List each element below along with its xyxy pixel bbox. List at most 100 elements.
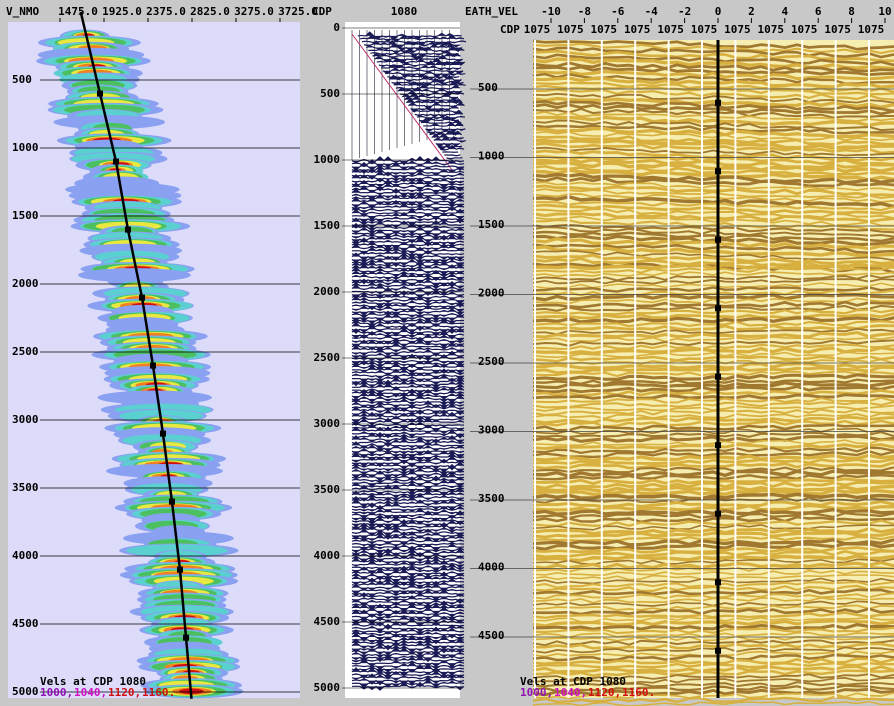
y-tick-label: 2000 xyxy=(478,287,505,300)
gather-wiggle xyxy=(351,603,465,612)
gather-wiggle xyxy=(380,64,462,71)
gather-cdp: 1080 xyxy=(391,5,418,18)
cdp-list-item: 1000, xyxy=(520,686,553,699)
y-tick-label: 1500 xyxy=(314,219,341,232)
gather-wiggle xyxy=(351,280,465,289)
x-tick-label: -2 xyxy=(678,5,691,18)
gather-wiggle xyxy=(351,202,465,212)
gather-wiggle xyxy=(351,640,465,651)
y-tick-label: 3000 xyxy=(12,413,39,426)
gather-wiggle xyxy=(351,411,465,421)
gather-wiggle xyxy=(351,437,465,448)
cdp-label: 1075 xyxy=(691,23,718,36)
gather-wiggle xyxy=(351,504,465,513)
gather-wiggle xyxy=(351,403,465,413)
y-tick-label: 1500 xyxy=(478,218,505,231)
gather-wiggle xyxy=(395,83,461,92)
gather-wiggle xyxy=(351,606,465,615)
cdp-label: 1075 xyxy=(724,23,751,36)
x-tick-label: -10 xyxy=(541,5,561,18)
gather-wiggle xyxy=(351,310,465,319)
gather-wiggle xyxy=(351,580,465,589)
gather-wiggle xyxy=(351,330,465,340)
cdp-label: 1075 xyxy=(657,23,684,36)
gather-wiggle xyxy=(351,379,465,390)
y-tick-label: 3000 xyxy=(314,417,341,430)
y-tick-label: 4500 xyxy=(314,615,341,628)
cdp-list-item: 1120, xyxy=(108,686,141,699)
velocity-pick xyxy=(159,430,166,437)
gather-wiggle xyxy=(351,449,465,459)
gather-wiggle xyxy=(429,130,462,136)
cdp-list-item: 1040, xyxy=(74,686,107,699)
gather-wiggle xyxy=(351,161,465,172)
gather-wiggle xyxy=(351,530,465,540)
velocity-pick xyxy=(183,634,190,641)
stack-x-label: EATH_VEL xyxy=(465,5,518,18)
y-tick-label: 4000 xyxy=(314,549,341,562)
x-tick-label: -4 xyxy=(645,5,659,18)
gather-wiggle xyxy=(351,254,465,265)
gather-wiggle xyxy=(351,391,465,400)
y-tick-label: 4000 xyxy=(12,549,39,562)
y-tick-label: 2000 xyxy=(12,277,39,290)
x-tick-label: 3275.0 xyxy=(234,5,274,18)
gather-wiggle xyxy=(351,229,465,238)
gather-wiggle xyxy=(351,490,465,500)
stack-row-label: CDP xyxy=(500,23,520,36)
y-tick-label: 2500 xyxy=(314,351,341,364)
y-tick-label: 500 xyxy=(478,81,498,94)
gather-wiggle xyxy=(363,40,461,49)
gather-wiggle xyxy=(351,167,465,177)
x-tick-label: 0 xyxy=(715,5,722,18)
gather-wiggle xyxy=(423,121,464,127)
mute-line xyxy=(351,33,453,171)
gather-wiggle xyxy=(351,496,465,505)
gather-wiggle xyxy=(351,388,465,398)
gather-wiggle xyxy=(351,397,465,406)
x-tick-label: 1925.0 xyxy=(102,5,142,18)
y-tick-label: 500 xyxy=(12,73,32,86)
y-tick-label: 3500 xyxy=(478,492,505,505)
velocity-pick xyxy=(149,362,156,369)
x-tick-label: 2 xyxy=(748,5,755,18)
gather-wiggle xyxy=(351,679,465,689)
y-tick-label: 1000 xyxy=(314,153,341,166)
velocity-pick xyxy=(139,294,146,301)
gather-wiggle xyxy=(351,249,465,259)
x-tick-label: 4 xyxy=(781,5,788,18)
gather-wiggle xyxy=(351,177,465,185)
gather-wiggle xyxy=(351,307,465,317)
gather-wiggle xyxy=(359,34,465,43)
gather-wiggle xyxy=(372,52,461,61)
gather-wiggle xyxy=(444,154,461,157)
gather-wiggle xyxy=(351,289,465,300)
velocity-pick xyxy=(96,90,103,97)
y-tick-label: 1000 xyxy=(12,141,39,154)
y-tick-label: 2500 xyxy=(12,345,39,358)
gather-wiggle xyxy=(351,394,465,404)
cdp-label: 1075 xyxy=(791,23,818,36)
gather-wiggle xyxy=(351,415,465,424)
gather-wiggle xyxy=(351,658,465,668)
stack-caption: Vels at CDP 1080 xyxy=(520,675,626,688)
gather-wiggle xyxy=(351,541,465,549)
cdp-list-item: 1000, xyxy=(40,686,73,699)
gather-wiggle xyxy=(405,98,463,104)
y-tick-label: 1500 xyxy=(12,209,39,222)
gather-wiggle xyxy=(351,595,465,604)
x-tick-label: 2825.0 xyxy=(190,5,230,18)
y-tick-label: 5000 xyxy=(314,681,341,694)
y-tick-label: 3500 xyxy=(314,483,341,496)
x-tick-label: 1475.0 xyxy=(58,5,98,18)
gather-wiggle xyxy=(351,338,465,349)
gather-wiggle xyxy=(351,638,465,646)
gather-wiggle xyxy=(351,417,465,426)
gather-wiggle xyxy=(351,266,465,276)
gather-wiggle xyxy=(351,206,465,214)
gather-wiggle xyxy=(351,673,465,681)
gather-wiggle xyxy=(351,296,465,305)
gather-wiggle xyxy=(351,219,465,229)
x-tick-label: 3725.0 xyxy=(278,5,318,18)
gather-wiggle xyxy=(351,441,465,451)
